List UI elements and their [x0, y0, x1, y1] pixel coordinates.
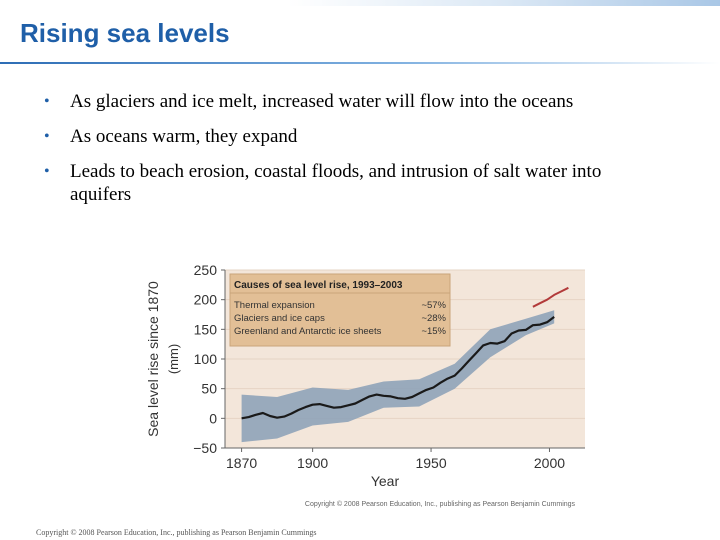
bullet-dot-icon: • [44, 93, 50, 110]
uncertainty-band [241, 310, 555, 443]
y-tick-label: 200 [194, 292, 218, 308]
y-tick-label: 100 [194, 351, 218, 367]
y-axis-title-line1: Sea level rise since 1870 [145, 281, 161, 437]
bullet-list: • As glaciers and ice melt, increased wa… [40, 90, 660, 218]
bullet-dot-icon: • [44, 163, 50, 180]
sea-level-chart: −50 0 50 100 150 200 250 1870 1900 1950 2000 Year Se… [145, 262, 585, 508]
bullet-dot-icon: • [44, 128, 50, 145]
x-tick-label: 1950 [415, 455, 446, 471]
legend-item-value: ~57% [421, 300, 446, 311]
bullet-text: As glaciers and ice melt, increased wate… [70, 91, 574, 112]
y-tick-label: 0 [209, 410, 217, 426]
legend-box [229, 273, 451, 347]
y-tick-label: 250 [194, 262, 218, 278]
x-tick-label: 1870 [226, 455, 257, 471]
x-axis-title: Year [371, 473, 400, 489]
legend-item-value: ~28% [421, 313, 446, 324]
bullet-item: • As glaciers and ice melt, increased wa… [40, 90, 660, 113]
title-divider [0, 62, 720, 64]
y-tick-label: 50 [201, 381, 217, 397]
x-tick-label: 1900 [297, 455, 328, 471]
y-tick-label: −50 [193, 440, 217, 456]
legend-item-label: Greenland and Antarctic ice sheets [234, 326, 382, 337]
x-tick-label: 2000 [534, 455, 565, 471]
bullet-text: As oceans warm, they expand [70, 126, 298, 147]
bullet-item: • As oceans warm, they expand [40, 125, 660, 148]
series-line-sea-level [241, 316, 555, 420]
bullet-item: • Leads to beach erosion, coastal floods… [40, 160, 660, 206]
legend-item-label: Thermal expansion [234, 300, 315, 311]
legend-item-label: Glaciers and ice caps [234, 313, 325, 324]
bullet-text: Leads to beach erosion, coastal floods, … [70, 161, 602, 205]
slide-title: Rising sea levels [20, 18, 230, 48]
legend-item-value: ~15% [421, 326, 446, 337]
chart-credit: Copyright © 2008 Pearson Education, Inc.… [305, 500, 576, 508]
slide-copyright-footer: Copyright © 2008 Pearson Education, Inc.… [36, 528, 317, 537]
legend-title: Causes of sea level rise, 1993–2003 [234, 280, 403, 291]
top-gradient-band [0, 0, 720, 6]
y-axis-title-line2: (mm) [166, 344, 181, 374]
y-tick-label: 150 [194, 321, 218, 337]
series-line-satellite [532, 286, 569, 308]
